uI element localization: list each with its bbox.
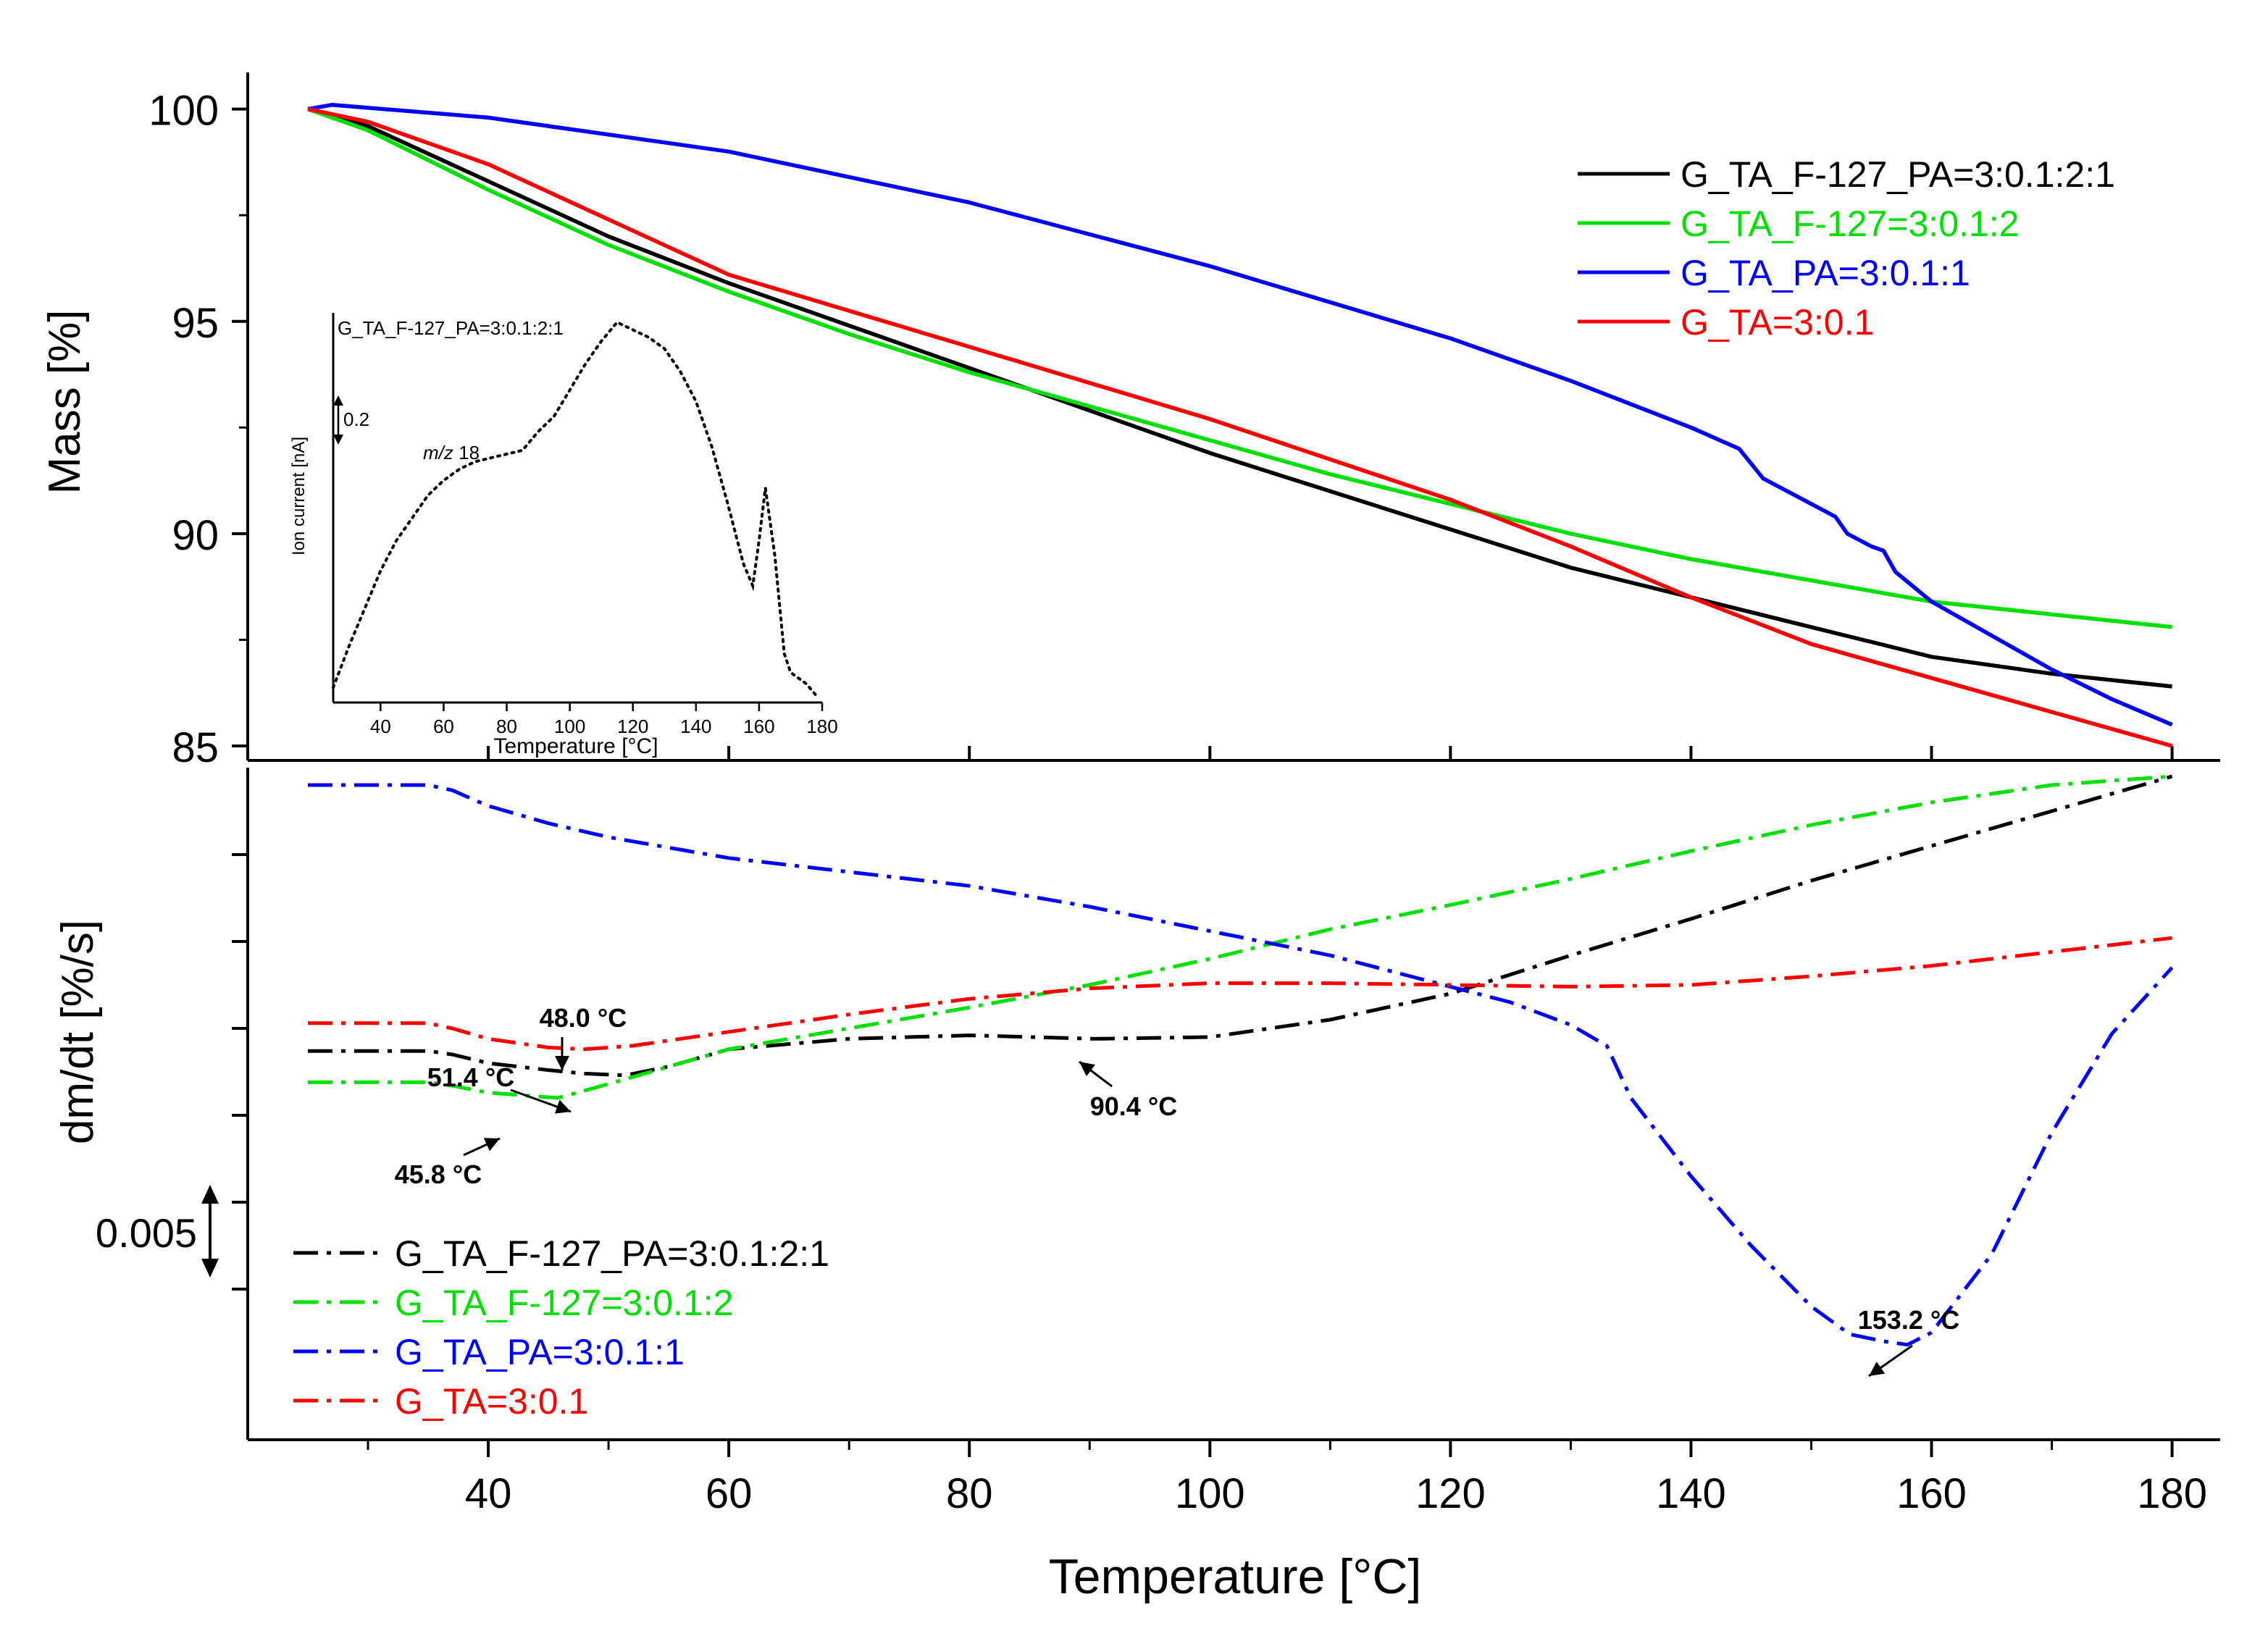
- tga-y-tick-label: 100: [148, 88, 219, 135]
- x-tick-label: 80: [946, 1470, 993, 1517]
- x-axis-label: Temperature [°C]: [1049, 1549, 1422, 1604]
- ms-x-tick-label: 140: [680, 716, 711, 737]
- ms-x-tick-label: 180: [806, 716, 837, 737]
- dtg-scale-label: 0.005: [96, 1210, 197, 1256]
- dtg-legend-label: G_TA=3:0.1: [395, 1381, 588, 1422]
- x-tick-label: 180: [2137, 1470, 2207, 1517]
- dtg-legend-label: G_TA_PA=3:0.1:1: [395, 1332, 685, 1372]
- dtg-annotation-label: 51.4 °C: [427, 1062, 514, 1092]
- ms-scale-label: 0.2: [343, 408, 369, 430]
- dtg-annotation: 51.4 °C: [427, 1062, 572, 1114]
- dtg-annotation-label: 48.0 °C: [540, 1003, 627, 1033]
- x-tick-label: 120: [1415, 1470, 1486, 1517]
- dtg-annotation-label: 90.4 °C: [1090, 1091, 1177, 1121]
- dtg-annotation: 48.0 °C: [540, 1003, 627, 1070]
- x-tick-label: 40: [465, 1470, 512, 1517]
- tga-legend-label: G_TA_F-127_PA=3:0.1:2:1: [1681, 154, 2115, 195]
- dtg-panel: 40 60 80 100 120 140 160 180 dm/dt [%/s] 0.005 …: [53, 768, 2220, 1604]
- x-tick-label: 140: [1656, 1470, 1726, 1517]
- dtg-annotation: 45.8 °C: [395, 1137, 501, 1189]
- dtg-series-g-ta-f-127-pa-3-0-1-2-1: [308, 774, 2173, 1078]
- ms-x-tick-label: 120: [617, 716, 648, 737]
- tga-series-g-ta-f-127-3-0-1-2: [307, 107, 2172, 629]
- dtg-y-axis-label: dm/dt [%/s]: [53, 920, 103, 1144]
- ms-x-tick-label: 160: [743, 716, 774, 737]
- dtg-annotation: 153.2 °C: [1858, 1305, 1959, 1377]
- ms-scale-bar: 0.2: [333, 395, 369, 445]
- dtg-legend-label: G_TA_F-127=3:0.1:2: [395, 1283, 733, 1323]
- ms-mz-label: m/z 18: [423, 442, 480, 463]
- tga-y-tick-label: 85: [172, 724, 219, 771]
- dtg-annotation-arrowhead: [1079, 1062, 1095, 1076]
- ms-series-mz18: [332, 320, 818, 697]
- tga-series-g-ta-3-0-1: [307, 106, 2173, 748]
- x-tick-label: 160: [1896, 1470, 1967, 1517]
- ms-x-tick-label: 100: [554, 716, 585, 737]
- tga-series-g-ta-f-127-pa-3-0-1-2-1: [307, 106, 2172, 689]
- x-tick-label: 60: [706, 1470, 753, 1517]
- ms-x-tick-label: 40: [370, 716, 391, 737]
- x-tick-label: 100: [1175, 1470, 1245, 1517]
- dtg-scale-bar: 0.005: [96, 1185, 219, 1278]
- tga-y-axis-label: Mass [%]: [40, 310, 90, 495]
- tga-y-tick-label: 90: [172, 512, 219, 559]
- tga-series-g-ta-pa-3-0-1-1: [307, 103, 2173, 727]
- dtg-annotation-arrowhead: [483, 1138, 500, 1152]
- ms-x-axis-label: Temperature [°C]: [493, 734, 658, 758]
- dtg-series-g-ta-f-127-3-0-1-2: [308, 774, 2172, 1100]
- dtg-annotation-arrowhead: [1869, 1362, 1886, 1376]
- dtg-annotation-label: 153.2 °C: [1858, 1305, 1959, 1335]
- tga-panel: 85 90 95 100 Mass [%] G_TA_F-127_PA=3:0.1:2…: [40, 72, 2220, 771]
- dtg-annotation-arrowhead: [555, 1056, 569, 1070]
- tga-legend-label: G_TA_PA=3:0.1:1: [1681, 253, 1970, 293]
- dtg-annotation: 90.4 °C: [1079, 1060, 1177, 1121]
- ms-title: G_TA_F-127_PA=3:0.1:2:1: [338, 317, 564, 339]
- ms-y-axis-label: Ion current [nA]: [289, 437, 309, 555]
- ms-inset: 40 60 80 100 120 140 160 180 G_TA_F-127_PA=3:0.…: [289, 313, 838, 758]
- tga-y-tick-label: 95: [172, 300, 219, 347]
- tga-legend-label: G_TA=3:0.1: [1681, 302, 1874, 343]
- dtg-annotation-arrowhead: [554, 1099, 571, 1114]
- ms-x-tick-label: 60: [433, 716, 454, 737]
- tga-legend-label: G_TA_F-127=3:0.1:2: [1681, 204, 2019, 244]
- dtg-series-g-ta-pa-3-0-1-1: [308, 783, 2174, 1347]
- dtg-legend-label: G_TA_F-127_PA=3:0.1:2:1: [395, 1233, 829, 1274]
- dtg-annotation-label: 45.8 °C: [395, 1159, 482, 1189]
- ms-x-tick-label: 80: [496, 716, 517, 737]
- dtg-series-g-ta-3-0-1: [308, 936, 2172, 1052]
